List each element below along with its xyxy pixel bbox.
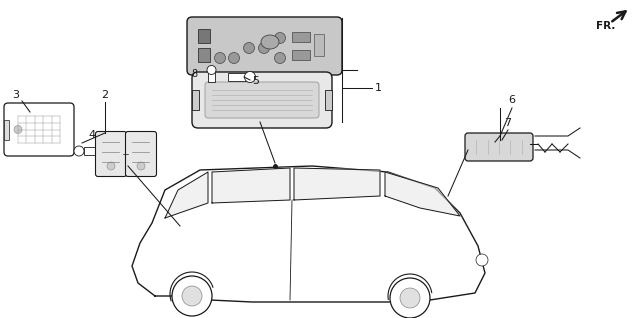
Text: 4: 4 xyxy=(88,130,95,140)
Text: FR.: FR. xyxy=(596,21,616,31)
Circle shape xyxy=(107,162,115,170)
Bar xyxy=(228,73,246,81)
FancyBboxPatch shape xyxy=(205,82,319,118)
Text: 8: 8 xyxy=(192,69,198,79)
Circle shape xyxy=(182,286,202,306)
FancyBboxPatch shape xyxy=(125,132,157,176)
Circle shape xyxy=(207,66,216,74)
Text: 2: 2 xyxy=(101,90,109,100)
FancyBboxPatch shape xyxy=(4,103,74,156)
Polygon shape xyxy=(385,172,460,216)
Circle shape xyxy=(74,146,84,156)
Circle shape xyxy=(259,43,269,53)
Circle shape xyxy=(137,162,145,170)
Bar xyxy=(4,120,9,140)
Bar xyxy=(292,32,310,42)
Circle shape xyxy=(476,254,488,266)
Circle shape xyxy=(228,52,239,64)
Circle shape xyxy=(172,276,212,316)
Bar xyxy=(198,48,210,62)
Bar xyxy=(198,29,210,43)
Bar xyxy=(192,90,199,110)
Circle shape xyxy=(243,43,255,53)
Circle shape xyxy=(275,32,285,44)
Circle shape xyxy=(275,52,285,64)
Circle shape xyxy=(214,52,225,64)
Bar xyxy=(292,50,310,60)
Bar xyxy=(208,72,215,82)
Ellipse shape xyxy=(261,35,279,49)
Text: 5: 5 xyxy=(252,76,259,86)
FancyBboxPatch shape xyxy=(187,17,342,75)
Text: 6: 6 xyxy=(509,95,515,105)
Polygon shape xyxy=(212,168,290,203)
Circle shape xyxy=(14,126,22,134)
Polygon shape xyxy=(165,172,208,218)
Bar xyxy=(325,90,332,110)
Circle shape xyxy=(400,288,420,308)
Polygon shape xyxy=(132,166,485,302)
Text: 3: 3 xyxy=(13,90,19,100)
FancyBboxPatch shape xyxy=(465,133,533,161)
Circle shape xyxy=(244,72,255,82)
Circle shape xyxy=(390,278,430,318)
Bar xyxy=(84,147,100,155)
Text: 7: 7 xyxy=(504,118,511,128)
Polygon shape xyxy=(294,168,380,200)
FancyBboxPatch shape xyxy=(192,72,332,128)
FancyBboxPatch shape xyxy=(95,132,127,176)
Text: 1: 1 xyxy=(375,83,382,93)
Bar xyxy=(314,34,324,56)
